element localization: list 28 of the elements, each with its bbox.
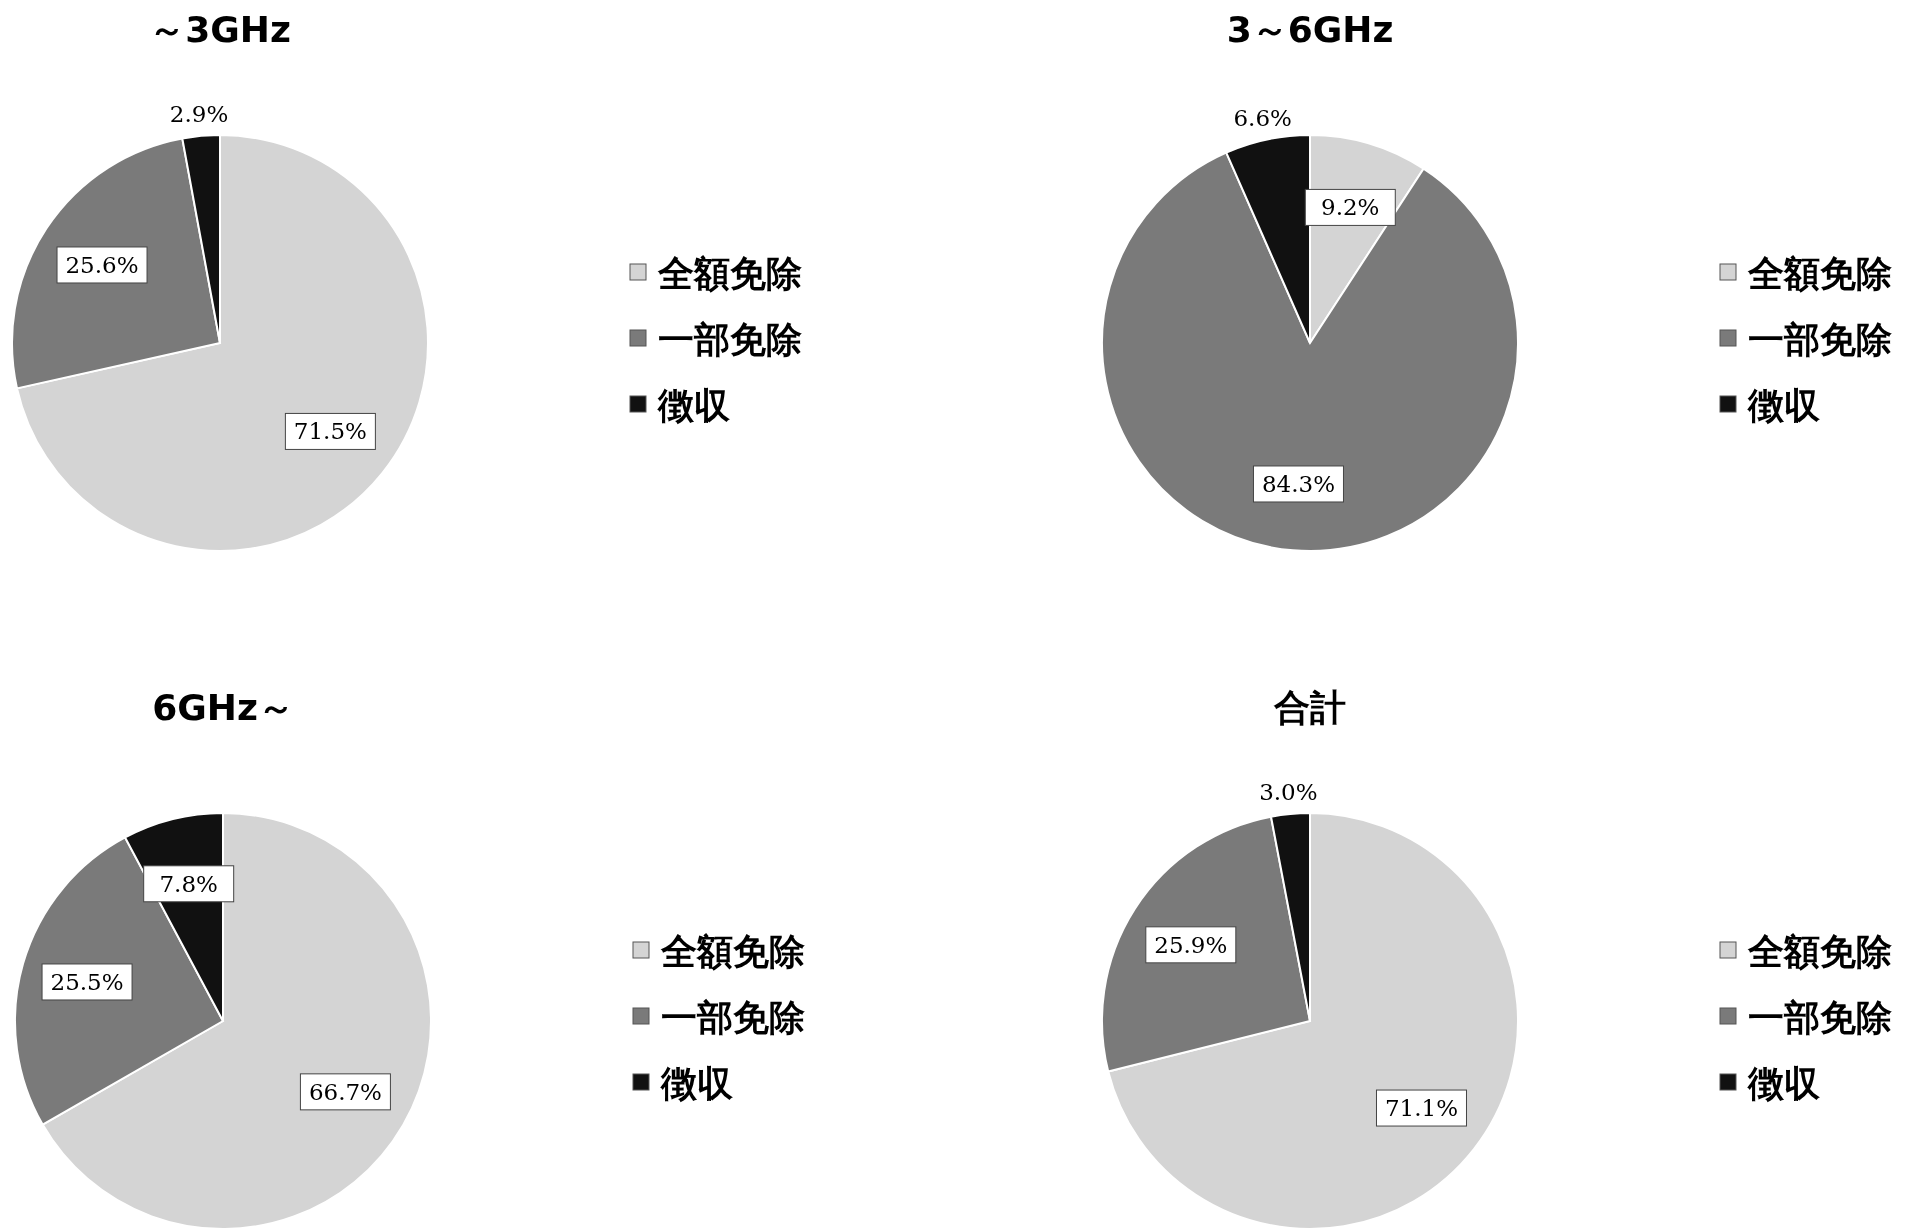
data-label: 71.5% (293, 418, 367, 445)
data-label: 3.0% (1259, 779, 1318, 806)
data-label: 9.2% (1321, 194, 1380, 221)
chart-title: 合計 (1273, 687, 1346, 728)
legend-label: 一部免除 (1748, 319, 1892, 360)
data-label: 84.3% (1261, 470, 1336, 497)
data-label: 66.7% (308, 1078, 382, 1105)
data-label: 2.9% (169, 100, 229, 127)
chart-title: ～3GHz (149, 9, 291, 50)
data-label: 7.8% (159, 870, 218, 897)
legend-label: 徴収 (657, 385, 731, 426)
legend-label: 徴収 (1747, 1063, 1821, 1104)
legend-label: 全額免除 (657, 253, 802, 294)
data-label: 6.6% (1233, 104, 1292, 131)
data-label: 25.5% (50, 968, 124, 995)
legend-label: 全額免除 (1747, 253, 1892, 294)
legend-label: 一部免除 (661, 997, 805, 1038)
chart-title: 6GHz～ (152, 687, 294, 728)
legend-label: 全額免除 (660, 931, 805, 972)
data-label: 25.9% (1154, 931, 1228, 958)
chart-title: 3～6GHz (1226, 9, 1394, 50)
legend-label: 全額免除 (1747, 931, 1892, 972)
legend-label: 徴収 (1747, 385, 1821, 426)
data-label: 25.6% (65, 251, 139, 278)
legend-label: 徴収 (660, 1063, 734, 1104)
legend-label: 一部免除 (1748, 997, 1892, 1038)
data-label: 71.1% (1384, 1095, 1459, 1122)
legend-label: 一部免除 (658, 319, 802, 360)
